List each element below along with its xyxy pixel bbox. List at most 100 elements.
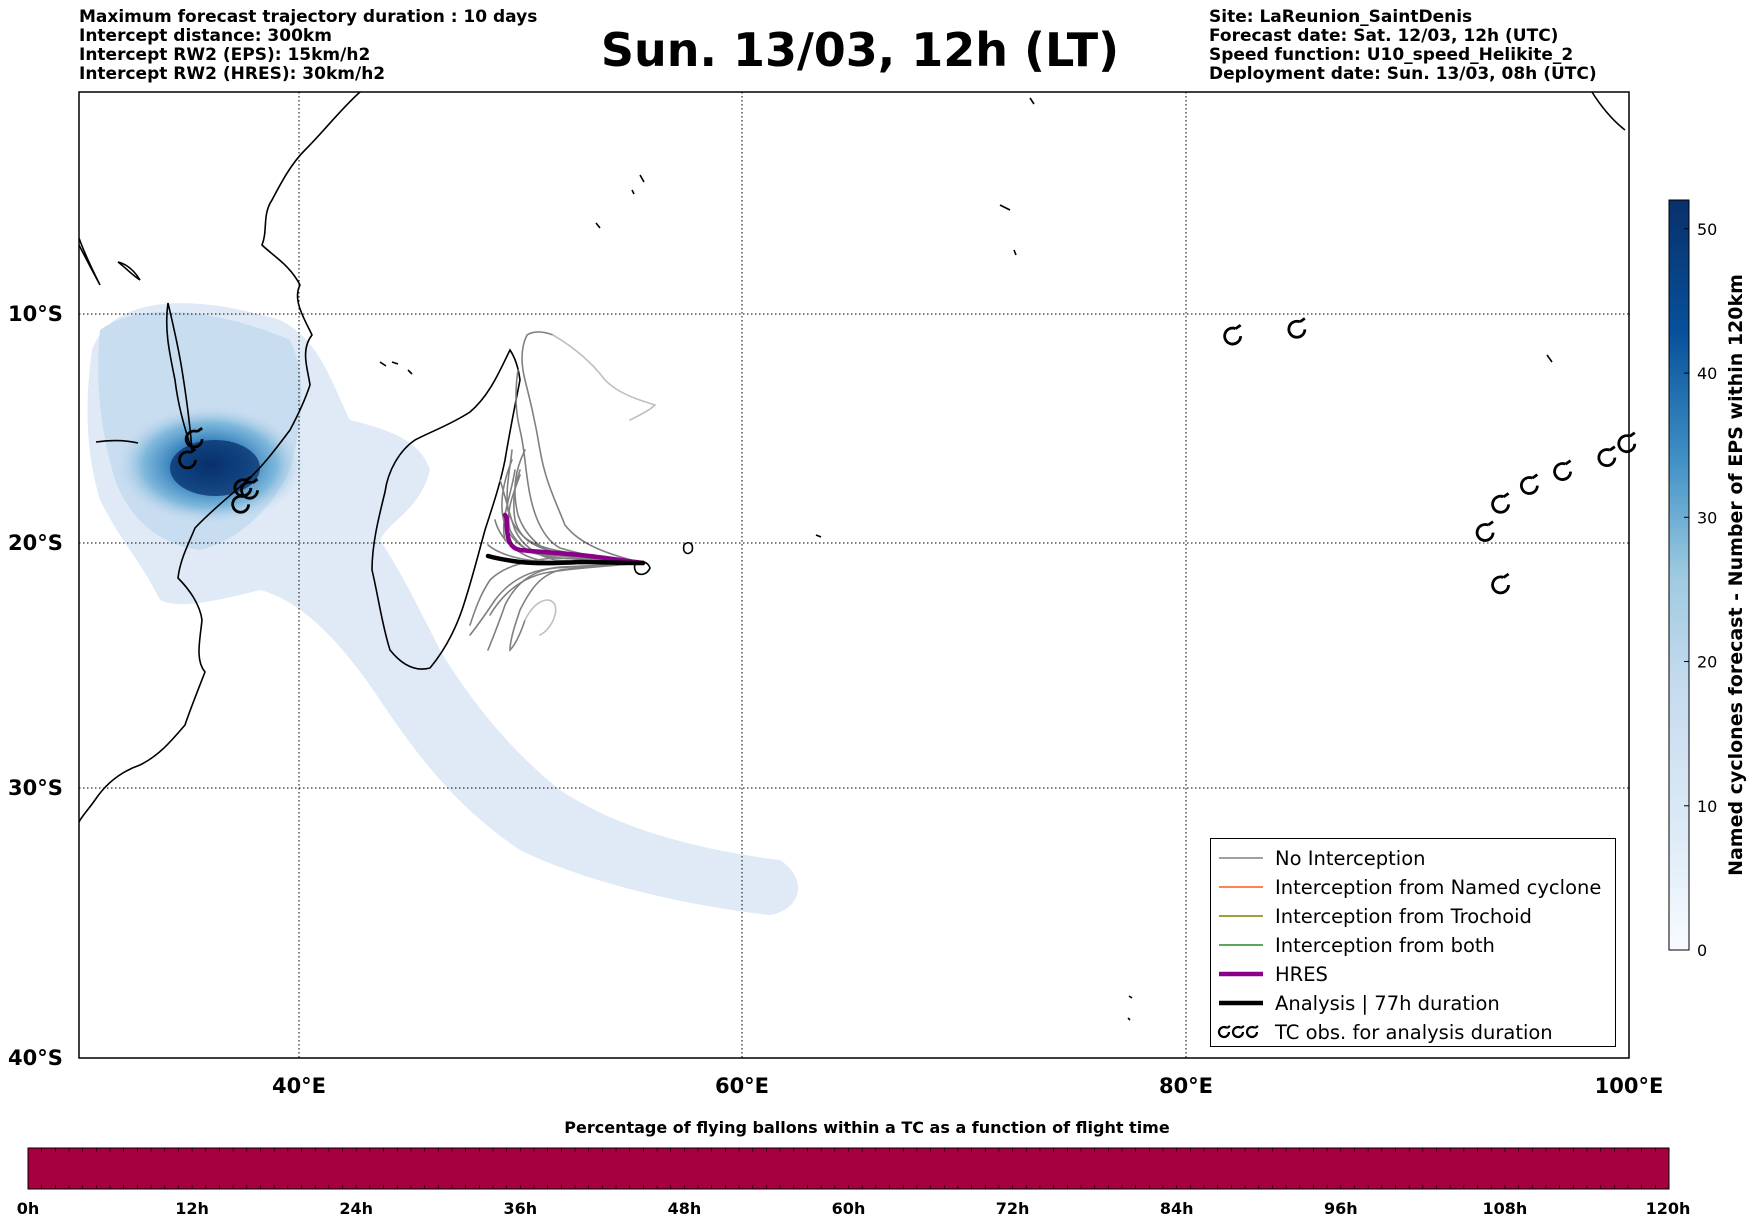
site-name: Site: LaReunion_SaintDenis <box>1209 7 1473 27</box>
legend-item-both: Interception from both <box>1211 930 1615 959</box>
colorbar-tick-label: 40 <box>1697 364 1717 383</box>
speed-function: Speed function: U10_speed_Helikite_2 <box>1209 45 1574 65</box>
colorbar-tick-label: 10 <box>1697 797 1717 816</box>
legend-item-no-interception: No Interception <box>1211 843 1615 872</box>
legend-item-trochoid: Interception from Trochoid <box>1211 901 1615 930</box>
flight-bar-tick-label: 24h <box>339 1199 373 1218</box>
amsterdam-island <box>1127 995 1133 1021</box>
tc-observation-icon <box>1519 473 1539 495</box>
site-info: Site: LaReunion_SaintDenis Forecast date… <box>1209 8 1597 84</box>
lon-label-60e: 60°E <box>715 1074 769 1098</box>
flight-bar-tick-label: 12h <box>175 1199 209 1218</box>
legend-label: Analysis | 77h duration <box>1275 992 1500 1015</box>
flight-bar-tick-label: 96h <box>1324 1199 1358 1218</box>
deployment-date: Deployment date: Sun. 13/03, 08h (UTC) <box>1209 64 1597 84</box>
param-intercept-distance: Intercept distance: 300km <box>79 26 332 46</box>
legend-label: Interception from both <box>1275 934 1495 957</box>
legend-label: No Interception <box>1275 847 1426 870</box>
seychelles <box>595 174 645 229</box>
param-intercept-hres: Intercept RW2 (HRES): 30km/h2 <box>79 64 386 84</box>
tc-observation-icon <box>184 426 204 449</box>
ensemble-trajectories <box>469 331 657 652</box>
colorbar-tick-label: 50 <box>1697 220 1717 239</box>
lake-fragment <box>95 439 139 444</box>
flight-bar-title: Percentage of flying ballons within a TC… <box>564 1118 1170 1137</box>
africa-northwest-coast <box>79 237 101 286</box>
tc-observations <box>178 317 1637 595</box>
lon-label-80e: 80°E <box>1159 1074 1213 1098</box>
flight-bar-tick-label: 108h <box>1483 1199 1528 1218</box>
legend-label: Interception from Trochoid <box>1275 905 1532 928</box>
legend-label: Interception from Named cyclone <box>1275 876 1602 899</box>
flight-bar-tick-label: 60h <box>832 1199 866 1218</box>
flight-bar-tick-label: 84h <box>1160 1199 1194 1218</box>
analysis-track <box>485 553 646 566</box>
tc-observation-icon <box>1287 317 1307 339</box>
flight-bar-tick-label: 48h <box>668 1199 702 1218</box>
legend-item-analysis: Analysis | 77h duration <box>1211 988 1615 1017</box>
lake-tanganyika <box>117 261 141 281</box>
cyclone-density-field <box>87 303 799 915</box>
legend-item-tc-obs: TC obs. for analysis duration <box>1211 1017 1615 1046</box>
sumatra-edge <box>1591 92 1626 131</box>
cyclone-icon <box>1217 1025 1259 1039</box>
comoros <box>379 361 413 375</box>
colorbar-tick-label: 30 <box>1697 508 1717 527</box>
mauritius-island <box>682 542 694 555</box>
flight-bar-tick-label: 120h <box>1646 1199 1691 1218</box>
legend-swatch <box>1219 971 1263 977</box>
flight-bar-fill <box>27 1147 1670 1190</box>
legend-swatch <box>1219 857 1263 859</box>
tc-observation-icon <box>1491 572 1510 595</box>
page-title: Sun. 13/03, 12h (LT) <box>600 23 1120 77</box>
lon-label-100e: 100°E <box>1595 1074 1664 1098</box>
cocos <box>1546 354 1553 363</box>
tc-observation-icon <box>1617 431 1637 454</box>
tc-observation-icon <box>1223 324 1243 346</box>
legend-item-named-cyclone: Interception from Named cyclone <box>1211 872 1615 901</box>
colorbar-tick-label: 20 <box>1697 653 1717 672</box>
madagascar <box>371 348 521 670</box>
param-max-duration: Maximum forecast trajectory duration : 1… <box>79 7 538 27</box>
legend-label: TC obs. for analysis duration <box>1275 1021 1553 1044</box>
tc-observation-icon <box>231 492 251 514</box>
forecast-date: Forecast date: Sat. 12/03, 12h (UTC) <box>1209 26 1559 46</box>
map-frame <box>78 91 1630 1059</box>
flight-time-bar: Percentage of flying ballons within a TC… <box>17 1118 1691 1218</box>
long-northward-track <box>521 331 644 564</box>
param-intercept-eps: Intercept RW2 (EPS): 15km/h2 <box>79 45 371 65</box>
lat-label-10s: 10°S <box>8 302 63 326</box>
legend: No Interception Interception from Named … <box>1210 838 1616 1047</box>
tc-observation-icon <box>178 447 197 470</box>
legend-swatch <box>1219 1000 1263 1006</box>
tc-observation-icon <box>1475 520 1495 542</box>
chagos <box>999 204 1017 256</box>
rodrigues <box>815 534 822 538</box>
lat-label-40s: 40°S <box>8 1046 63 1070</box>
tc-observation-icon <box>240 478 259 500</box>
lat-label-20s: 20°S <box>8 531 63 555</box>
lat-label-30s: 30°S <box>8 776 63 800</box>
run-parameters: Maximum forecast trajectory duration : 1… <box>79 8 537 84</box>
legend-item-hres: HRES <box>1211 959 1615 988</box>
colorbar-gradient <box>1668 199 1690 951</box>
lon-label-40e: 40°E <box>272 1074 326 1098</box>
tc-observation-icon <box>1597 445 1617 467</box>
flight-bar-tick-label: 72h <box>996 1199 1030 1218</box>
density-colorbar: 0 10 20 30 40 50 Named cyclones forecast - Nu… <box>1668 199 1747 960</box>
flight-bar-tick-label: 36h <box>503 1199 537 1218</box>
tc-observation-icon <box>1491 492 1510 514</box>
colorbar-tick-label: 0 <box>1697 941 1707 960</box>
flight-bar-tick-label: 0h <box>17 1199 40 1218</box>
legend-swatch <box>1219 886 1263 888</box>
hres-track <box>502 512 646 566</box>
colorbar-label: Named cyclones forecast - Number of EPS … <box>1725 274 1747 876</box>
graticule <box>79 92 1629 1058</box>
legend-swatch <box>1219 944 1263 946</box>
legend-swatch <box>1219 915 1263 917</box>
faint-northeast-track <box>552 334 657 421</box>
tc-observation-icon <box>233 475 253 498</box>
no-interception-tracks <box>469 369 644 652</box>
tc-observation-icon <box>1553 459 1572 481</box>
